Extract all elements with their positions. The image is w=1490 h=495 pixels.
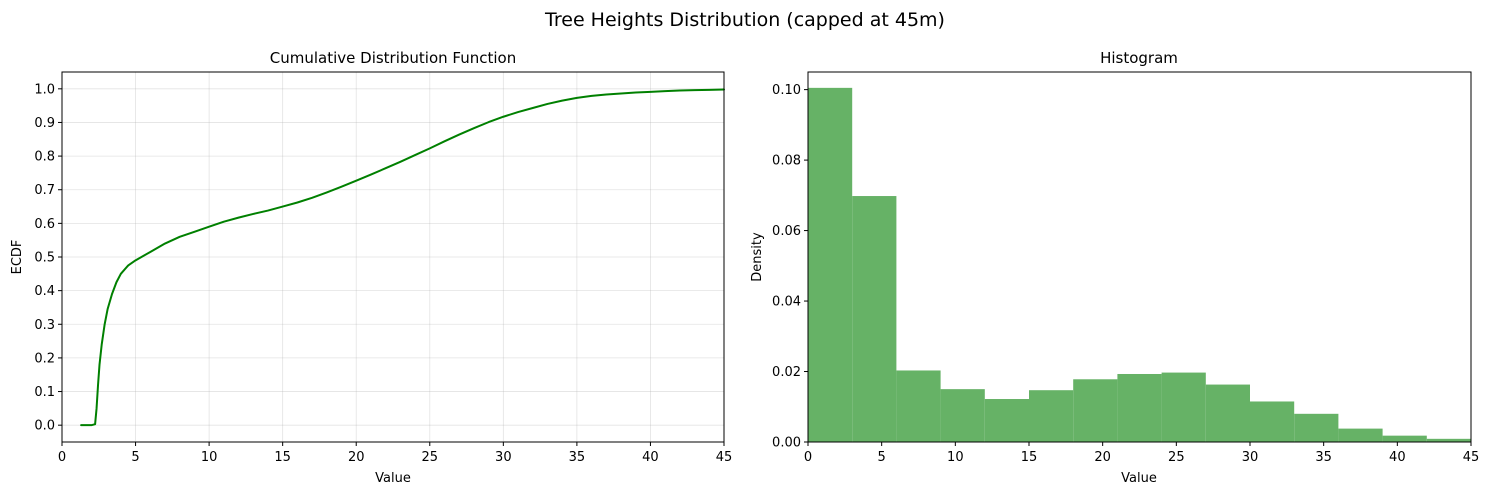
cdf-series-line <box>80 88 725 427</box>
histogram-bar <box>1161 372 1206 442</box>
histogram-bar <box>1029 390 1074 442</box>
cdf-y-tick-label: 0.7 <box>34 183 55 198</box>
cdf-ticks: 0 5 10 15 20 25 30 35 40 45 0.0 0.1 0.2 0.3 0.4 0.5 0.6 0… <box>34 82 732 465</box>
cdf-y-tick-label: 0.4 <box>34 284 55 299</box>
cdf-x-tick-label: 15 <box>274 450 291 465</box>
histogram-y-tick-label: 0.10 <box>772 83 801 98</box>
histogram-x-tick-label: 40 <box>1389 450 1406 465</box>
cdf-marks <box>80 88 725 427</box>
cdf-y-tick-label: 0.2 <box>34 351 55 366</box>
histogram-x-tick-label: 25 <box>1168 450 1185 465</box>
histogram-y-tick-label: 0.04 <box>772 295 801 310</box>
histogram-x-tick-label: 15 <box>1021 450 1038 465</box>
histogram-bar <box>896 370 941 442</box>
histogram-y-tick-label: 0.02 <box>772 365 801 380</box>
cdf-x-tick-label: 0 <box>58 450 66 465</box>
cdf-x-axis-label: Value <box>375 471 411 486</box>
histogram-x-axis-label: Value <box>1121 471 1157 486</box>
histogram-x-tick-label: 35 <box>1315 450 1332 465</box>
histogram-x-tick-label: 0 <box>804 450 812 465</box>
histogram-x-tick-label: 5 <box>878 450 886 465</box>
histogram-y-axis-label: Density <box>750 232 765 282</box>
histogram-ticks: 0 5 10 15 20 25 30 35 40 45 0.00 0.02 0.04 0.06 0.08 0.… <box>772 83 1479 465</box>
histogram-marks <box>808 87 1471 442</box>
cdf-title: Cumulative Distribution Function <box>270 49 516 67</box>
histogram-x-tick-label: 30 <box>1242 450 1259 465</box>
histogram-x-tick-label: 10 <box>947 450 964 465</box>
cdf-y-tick-label: 0.0 <box>34 419 55 434</box>
histogram-y-tick-label: 0.08 <box>772 154 801 169</box>
cdf-x-tick-label: 35 <box>569 450 586 465</box>
cdf-y-tick-label: 0.9 <box>34 116 55 131</box>
histogram-bar <box>1205 384 1250 442</box>
histogram-frame <box>807 71 1472 443</box>
cdf-y-tick-label: 1.0 <box>34 82 55 97</box>
cdf-y-axis-label: ECDF <box>10 240 25 275</box>
histogram-x-tick-label: 20 <box>1094 450 1111 465</box>
histogram-bar <box>1338 428 1383 442</box>
histogram-bar <box>940 389 985 442</box>
figure-title: Tree Heights Distribution (capped at 45m… <box>544 9 945 31</box>
cdf-x-tick-label: 30 <box>495 450 512 465</box>
cdf-y-tick-label: 0.1 <box>34 385 55 400</box>
histogram-bar <box>984 399 1029 442</box>
cdf-x-tick-label: 25 <box>422 450 439 465</box>
cdf-grid <box>61 72 725 442</box>
cdf-y-tick-label: 0.3 <box>34 318 55 333</box>
histogram-bar <box>1117 373 1162 442</box>
histogram-y-tick-label: 0.06 <box>772 224 801 239</box>
histogram-bar <box>1294 413 1339 442</box>
histogram-title: Histogram <box>1100 49 1178 67</box>
cdf-x-tick-label: 10 <box>201 450 218 465</box>
histogram-bar <box>1426 438 1471 442</box>
cdf-axes: 0 5 10 15 20 25 30 35 40 45 0.0 0.1 0.2 0.3 0.4 0.5 0.6 0… <box>10 49 732 486</box>
histogram-x-tick-label: 45 <box>1463 450 1480 465</box>
histogram-bar <box>808 87 853 442</box>
cdf-y-tick-label: 0.6 <box>34 217 55 232</box>
histogram-bar <box>852 196 897 442</box>
cdf-x-tick-label: 5 <box>131 450 139 465</box>
cdf-x-tick-label: 20 <box>348 450 365 465</box>
histogram-bar <box>1073 379 1118 442</box>
cdf-x-tick-label: 40 <box>642 450 659 465</box>
cdf-y-tick-label: 0.8 <box>34 150 55 165</box>
histogram-y-tick-label: 0.00 <box>772 436 801 451</box>
histogram-bar <box>1250 401 1295 442</box>
histogram-axes: 0 5 10 15 20 25 30 35 40 45 0.00 0.02 0.04 0.06 0.08 0.… <box>750 49 1479 486</box>
histogram-bar <box>1382 435 1427 442</box>
cdf-y-tick-label: 0.5 <box>34 251 55 266</box>
cdf-x-tick-label: 45 <box>716 450 733 465</box>
